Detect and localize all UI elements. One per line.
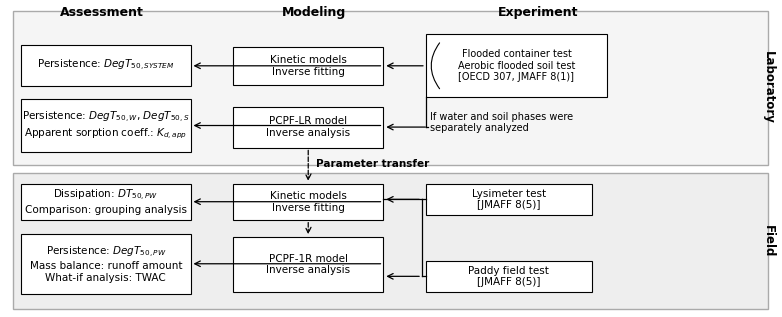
FancyBboxPatch shape [233, 184, 383, 220]
Text: Parameter transfer: Parameter transfer [316, 159, 429, 169]
FancyBboxPatch shape [13, 173, 767, 309]
Text: Modeling: Modeling [282, 6, 346, 19]
Text: Persistence: $DegT_{50,PW}$
Mass balance: runoff amount
What-if analysis: TWAC: Persistence: $DegT_{50,PW}$ Mass balance… [30, 245, 182, 283]
Text: Kinetic models
Inverse fitting: Kinetic models Inverse fitting [270, 191, 346, 212]
Text: Lysimeter test
[JMAFF 8(5)]: Lysimeter test [JMAFF 8(5)] [472, 189, 546, 210]
Text: Paddy field test
[JMAFF 8(5)]: Paddy field test [JMAFF 8(5)] [468, 266, 549, 287]
Text: Flooded container test
Aerobic flooded soil test
[OECD 307, JMAFF 8(1)]: Flooded container test Aerobic flooded s… [457, 49, 575, 82]
FancyBboxPatch shape [426, 184, 592, 215]
Text: Kinetic models
Inverse fitting: Kinetic models Inverse fitting [270, 55, 346, 77]
Text: Field: Field [762, 225, 775, 257]
FancyBboxPatch shape [13, 11, 767, 165]
Text: PCPF-LR model
Inverse analysis: PCPF-LR model Inverse analysis [266, 116, 350, 138]
FancyBboxPatch shape [233, 107, 383, 147]
FancyBboxPatch shape [233, 237, 383, 292]
FancyBboxPatch shape [21, 99, 191, 152]
FancyBboxPatch shape [233, 47, 383, 85]
FancyBboxPatch shape [21, 234, 191, 294]
FancyBboxPatch shape [426, 34, 607, 97]
FancyBboxPatch shape [21, 184, 191, 220]
Text: Assessment: Assessment [60, 6, 144, 19]
Text: Persistence: $DegT_{50,W}$, $DegT_{50,S}$
Apparent sorption coeff.: $K_{d, app}$: Persistence: $DegT_{50,W}$, $DegT_{50,S}… [22, 110, 189, 141]
FancyBboxPatch shape [21, 45, 191, 86]
FancyBboxPatch shape [426, 261, 592, 292]
Text: Laboratory: Laboratory [762, 51, 775, 124]
Text: Experiment: Experiment [497, 6, 578, 19]
Text: PCPF-1R model
Inverse analysis: PCPF-1R model Inverse analysis [266, 254, 350, 275]
Text: If water and soil phases were
separately analyzed: If water and soil phases were separately… [429, 112, 573, 133]
Text: Dissipation: $DT_{50,PW}$
Comparison: grouping analysis: Dissipation: $DT_{50,PW}$ Comparison: gr… [25, 188, 187, 215]
Text: Persistence: $DegT_{50,SYSTEM}$: Persistence: $DegT_{50,SYSTEM}$ [37, 58, 174, 73]
